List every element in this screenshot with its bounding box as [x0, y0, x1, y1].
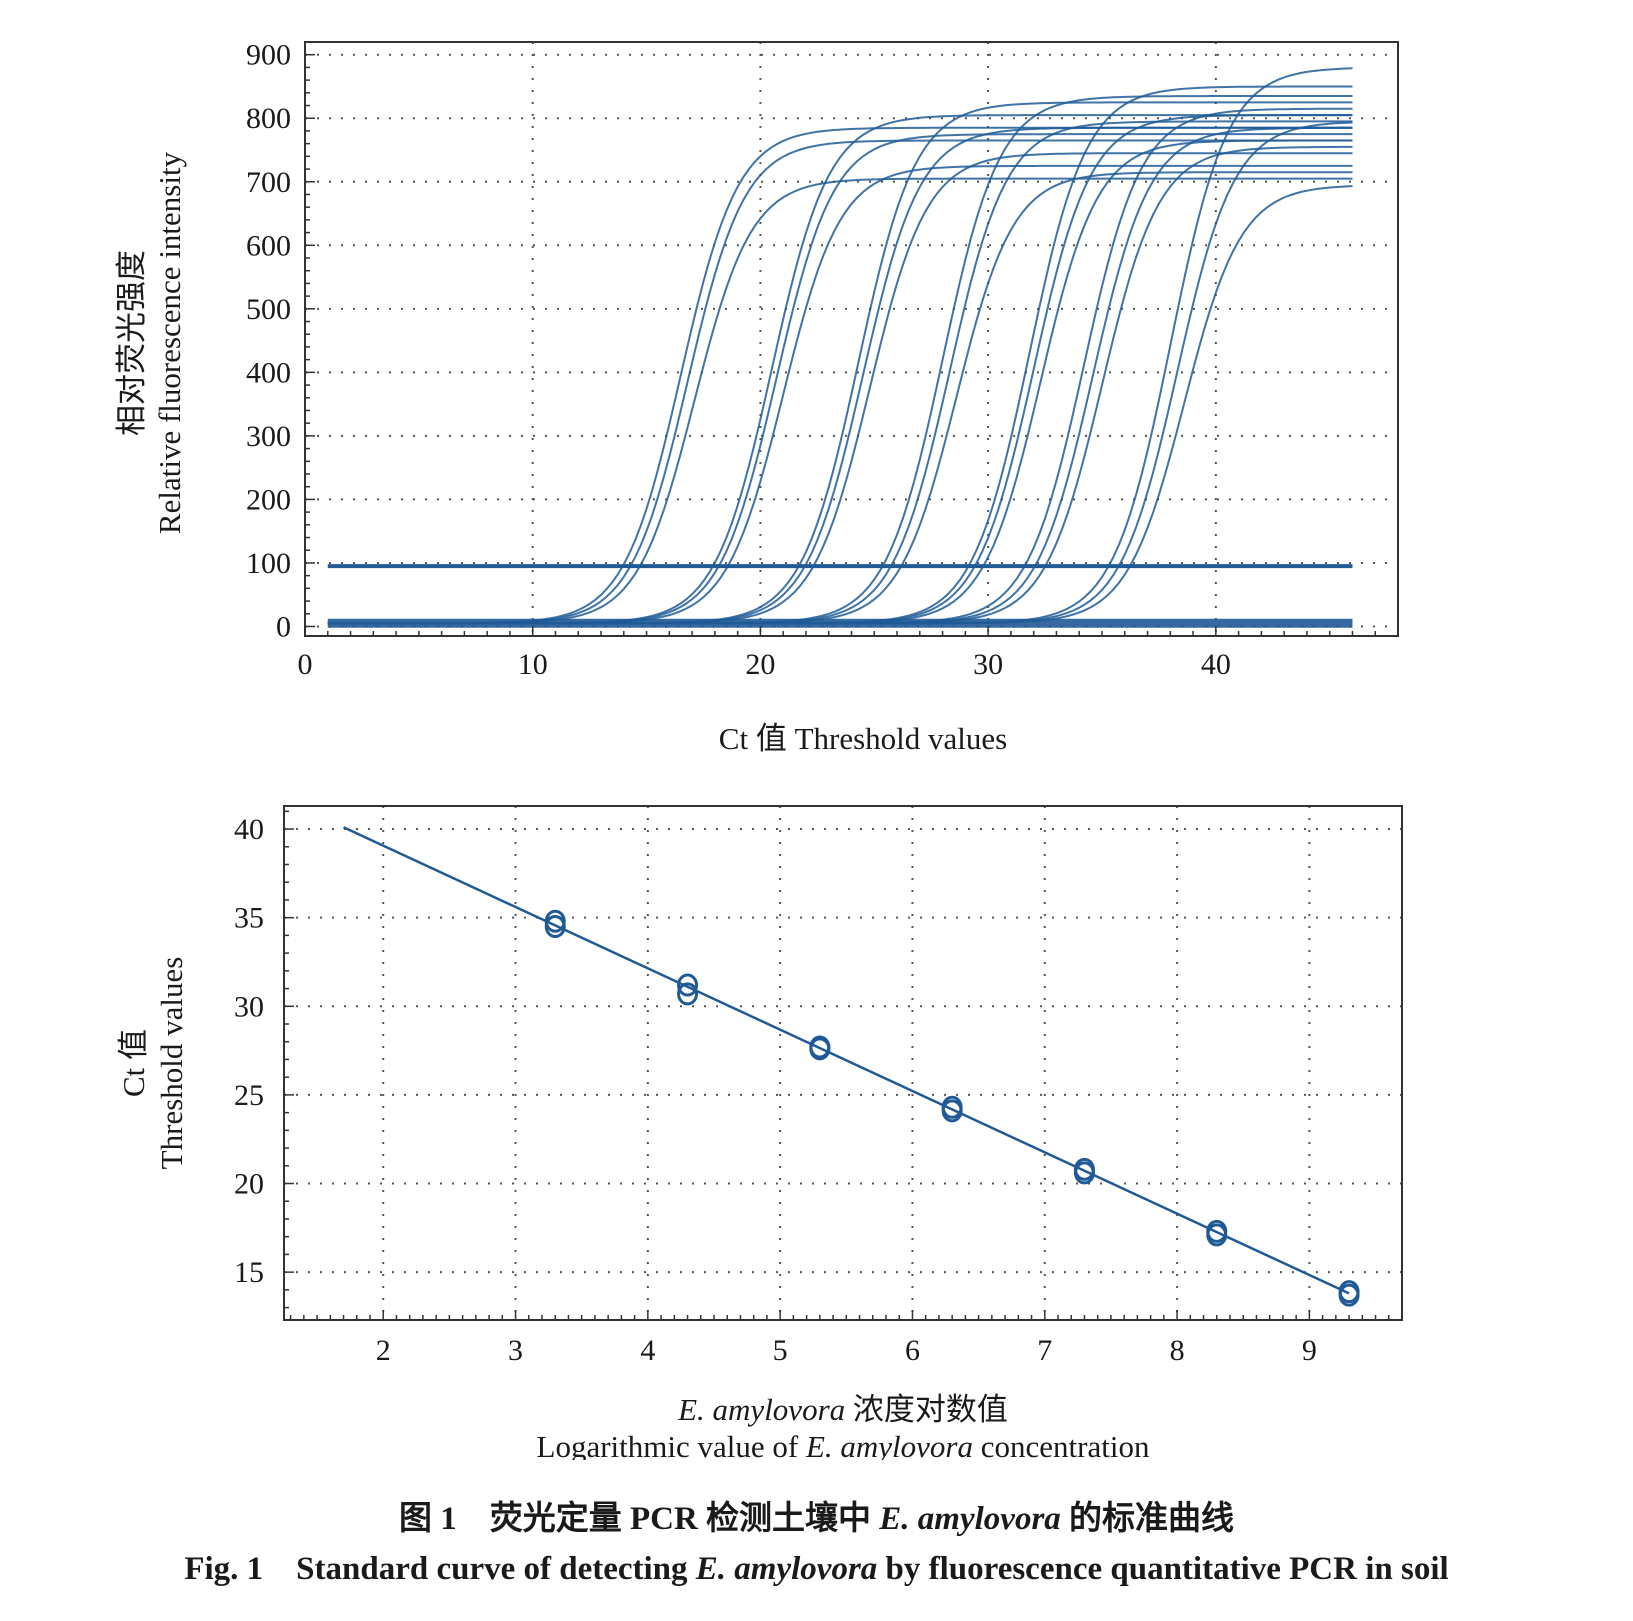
chart2-y-tick-label: 30 [234, 990, 264, 1023]
figure-caption-en: Fig. 1 Standard curve of detecting E. am… [0, 1551, 1633, 1588]
chart1-y-tick-label: 800 [246, 102, 291, 135]
chart2-x-tick-label: 2 [376, 1334, 391, 1367]
chart2-y-tick-label: 25 [234, 1079, 264, 1112]
chart1-y-axis-label-zh: 相对荧光强度 [114, 250, 149, 436]
chart2-frame [283, 805, 1403, 1321]
chart1-y-axis-label-en: Relative fluorescence intensity [152, 151, 187, 534]
caption-zh-text-before: 荧光定量 PCR 检测土壤中 [489, 1501, 880, 1537]
chart2-data-point [1206, 1223, 1228, 1247]
chart2-points [544, 909, 1360, 1307]
chart1-x-tick-label: 20 [745, 648, 775, 681]
chart1-x-axis-label: Ct 值 Threshold values [719, 721, 1007, 756]
chart1-amplification-curve [327, 126, 1353, 625]
chart1-x-tick-label: 0 [298, 648, 313, 681]
chart1-y-tick-label: 300 [246, 420, 291, 453]
chart1-amplification-curve [327, 177, 1353, 625]
chart2-y-axis-label-en: Threshold values [154, 957, 189, 1170]
chart1-y-tick-label: 900 [246, 39, 291, 72]
chart1-amplification-curve [327, 126, 1353, 625]
chart1-amplification-curve [327, 114, 1353, 625]
chart1-amplification-curve [327, 126, 1353, 625]
chart2-y-axis-label-zh: Ct 值 [116, 1029, 151, 1097]
chart1-amplification-curve [327, 171, 1353, 625]
caption-zh-species: E. amylovora [879, 1501, 1061, 1537]
chart1-y-tick-label: 400 [246, 356, 291, 389]
chart2-x-tick-label: 4 [640, 1334, 655, 1367]
chart1-amplification-curve [327, 85, 1353, 625]
chart2-x-tick-label: 6 [905, 1334, 920, 1367]
chart2-data-point [544, 915, 566, 939]
chart2-x-tick-label: 9 [1302, 1334, 1317, 1367]
chart1-amplification-curve [327, 107, 1353, 625]
chart2-fit-line-group [343, 826, 1350, 1295]
chart2-x-axis-label-en-before: Logarithmic value of [537, 1429, 806, 1460]
chart2-x-tick-label: 5 [773, 1334, 788, 1367]
chart2-x-axis-label-zh-text: 浓度对数值 [845, 1392, 1008, 1427]
caption-en-text-before: Standard curve of detecting [296, 1551, 696, 1587]
chart2-data-point [677, 973, 699, 997]
amplification-chart: 0 100 200 300 400 500 600 700 800 900 0 10 20 30 40 C… [114, 39, 1399, 756]
chart2-data-point [1073, 1161, 1095, 1185]
chart1-y-tick-label: 600 [246, 229, 291, 262]
standard-curve-chart: 15 20 25 30 35 40 2 3 4 5 6 7 8 9 E. amylovora 浓度对数值… [116, 805, 1403, 1460]
figure-caption-zh: 图 1 荧光定量 PCR 检测土壤中 E. amylovora 的标准曲线 [0, 1491, 1633, 1539]
chart1-ticks [304, 53, 1399, 636]
caption-en-text-after: by fluorescence quantitative PCR in soil [877, 1551, 1449, 1587]
caption-en-species: E. amylovora [695, 1551, 878, 1587]
chart1-curves [327, 67, 1353, 628]
chart1-amplification-curve [327, 164, 1353, 625]
chart1-y-tick-label: 700 [246, 166, 291, 199]
chart2-x-tick-label: 8 [1170, 1334, 1185, 1367]
caption-zh-text-after: 的标准曲线 [1060, 1501, 1235, 1537]
chart1-amplification-curve [327, 121, 1353, 625]
chart2-ticks [284, 810, 1403, 1320]
chart2-fit-line [343, 826, 1350, 1295]
chart2-data-point [677, 982, 699, 1006]
chart2-data-point [1338, 1283, 1360, 1307]
chart2-y-tick-label: 20 [234, 1168, 264, 1201]
chart1-x-tick-label: 30 [973, 648, 1003, 681]
chart1-x-tick-labels: 0 10 20 30 40 [298, 648, 1231, 681]
chart1-y-tick-label: 0 [276, 610, 291, 643]
chart2-x-axis-label-en-after: concentration [973, 1429, 1150, 1460]
chart2-y-tick-labels: 15 20 25 30 35 40 [234, 813, 264, 1289]
chart2-y-tick-label: 40 [234, 813, 264, 846]
chart2-x-tick-labels: 2 3 4 5 6 7 8 9 [376, 1334, 1317, 1367]
chart2-data-point [809, 1037, 831, 1061]
chart1-y-tick-label: 500 [246, 293, 291, 326]
chart1-amplification-curve [327, 114, 1353, 625]
chart1-amplification-curve [327, 95, 1353, 625]
chart2-y-tick-label: 35 [234, 902, 264, 935]
chart1-amplification-curve [327, 152, 1353, 625]
chart2-x-axis-label-en-species: E. amylovora [805, 1429, 973, 1460]
chart1-amplification-curve [327, 120, 1353, 625]
chart1-amplification-curve [327, 139, 1353, 625]
chart2-x-axis-label-zh-species: E. amylovora [677, 1392, 845, 1427]
chart2-data-point [941, 1099, 963, 1123]
chart2-x-tick-label: 7 [1037, 1334, 1052, 1367]
chart1-amplification-curve [327, 139, 1353, 625]
chart2-x-tick-label: 3 [508, 1334, 523, 1367]
chart1-y-tick-label: 200 [246, 483, 291, 516]
chart2-x-axis-label-zh: E. amylovora 浓度对数值 [677, 1392, 1008, 1427]
chart2-y-tick-label: 15 [234, 1256, 264, 1289]
caption-en-label: Fig. 1 [184, 1551, 264, 1587]
chart2-x-axis-label-en: Logarithmic value of E. amylovora concen… [537, 1429, 1150, 1460]
chart1-x-tick-label: 10 [518, 648, 548, 681]
chart1-y-tick-labels: 0 100 200 300 400 500 600 700 800 900 [246, 39, 291, 644]
chart2-grid [284, 806, 1402, 1320]
chart1-amplification-curve [327, 185, 1353, 625]
chart1-x-tick-label: 40 [1201, 648, 1231, 681]
chart1-amplification-curve [327, 133, 1353, 625]
caption-zh-label: 图 1 [398, 1501, 457, 1537]
chart1-y-tick-label: 100 [246, 547, 291, 580]
